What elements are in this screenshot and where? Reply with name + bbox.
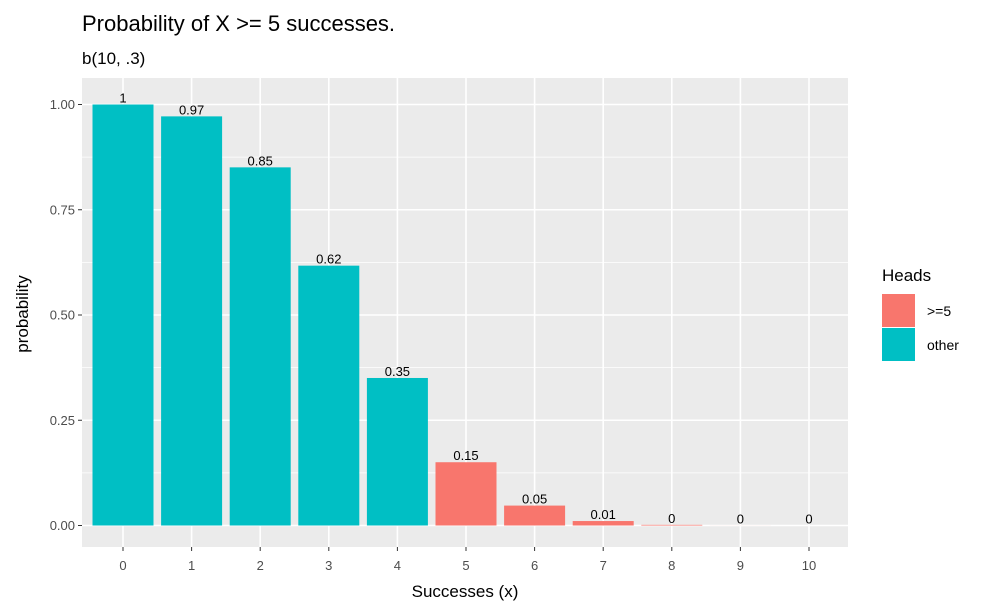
x-tick-label: 1 <box>188 558 195 573</box>
bar-1 <box>161 116 223 526</box>
x-tick-label: 8 <box>668 558 675 573</box>
bar-2 <box>229 167 291 526</box>
bar-5 <box>435 462 497 526</box>
data-label-1: 0.97 <box>179 102 204 117</box>
y-tick-label: 0.75 <box>50 202 75 217</box>
x-tick-label: 6 <box>531 558 538 573</box>
legend-title: Heads <box>882 266 931 285</box>
legend: Heads >=5 other <box>882 266 959 361</box>
x-tick-label: 2 <box>257 558 264 573</box>
bar-7 <box>572 521 634 526</box>
bars <box>92 104 771 526</box>
data-label-7: 0.01 <box>591 507 616 522</box>
y-tick-label: 0.00 <box>50 518 75 533</box>
bar-3 <box>298 265 360 526</box>
legend-key-other <box>882 328 915 361</box>
x-tick-label: 10 <box>802 558 816 573</box>
x-tick-label: 0 <box>119 558 126 573</box>
data-label-5: 0.15 <box>453 448 478 463</box>
y-axis-title: probability <box>13 275 32 353</box>
y-axis: 0.00 0.25 0.50 0.75 1.00 <box>50 97 82 533</box>
legend-label: other <box>927 337 959 353</box>
bar-6 <box>504 505 566 526</box>
bar-data-labels: 1 0.97 0.85 0.62 0.35 0.15 0.05 0.01 0 0 0 <box>119 91 812 527</box>
data-label-10: 0 <box>805 512 812 527</box>
bar-0 <box>92 104 154 526</box>
chart-title: Probability of X >= 5 successes. <box>82 11 395 36</box>
data-label-8: 0 <box>668 511 675 526</box>
x-tick-label: 4 <box>394 558 401 573</box>
legend-key-ge5 <box>882 294 915 327</box>
data-label-3: 0.62 <box>316 252 341 267</box>
chart-subtitle: b(10, .3) <box>82 49 145 68</box>
x-tick-label: 9 <box>737 558 744 573</box>
y-tick-label: 1.00 <box>50 97 75 112</box>
x-tick-label: 7 <box>600 558 607 573</box>
data-label-9: 0 <box>737 511 744 526</box>
x-axis-title: Successes (x) <box>412 582 519 601</box>
y-tick-label: 0.50 <box>50 308 75 323</box>
x-tick-label: 3 <box>325 558 332 573</box>
data-label-2: 0.85 <box>248 153 273 168</box>
bar-4 <box>366 377 428 526</box>
data-label-6: 0.05 <box>522 492 547 507</box>
x-tick-label: 5 <box>462 558 469 573</box>
bar-8 <box>641 524 703 526</box>
legend-label: >=5 <box>927 303 951 319</box>
x-axis: 0 1 2 3 4 5 6 7 8 9 10 <box>119 547 816 573</box>
y-tick-label: 0.25 <box>50 413 75 428</box>
data-label-4: 0.35 <box>385 364 410 379</box>
data-label-0: 1 <box>119 91 126 106</box>
